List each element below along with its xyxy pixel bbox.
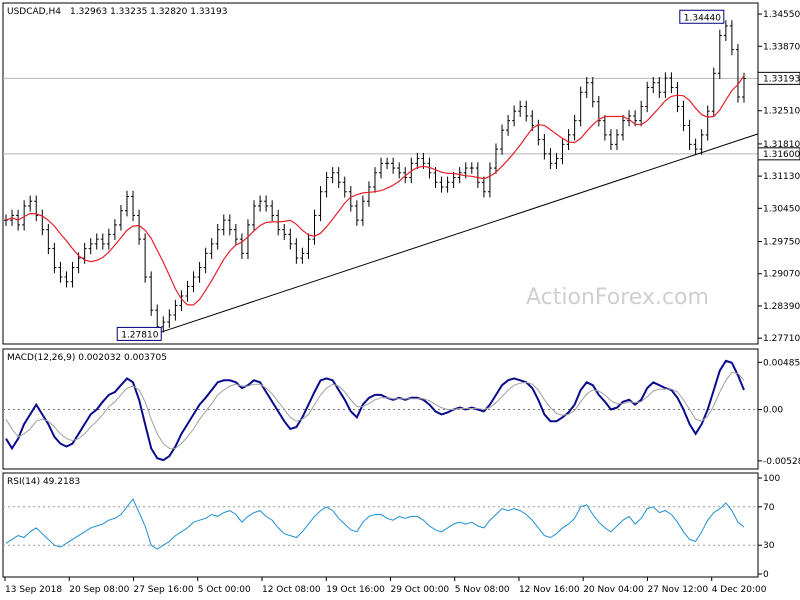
rsi-axis-label: 70 bbox=[763, 503, 775, 513]
trendline bbox=[157, 133, 759, 334]
rsi-axis-label: 0 bbox=[763, 570, 769, 580]
x-axis-label: 27 Nov 12:00 bbox=[647, 585, 708, 595]
price-axis-label: 1.34550 bbox=[763, 10, 800, 20]
price-axis-label: 1.31600 bbox=[763, 150, 800, 160]
macd-header: MACD(12,26,9) 0.002032 0.003705 bbox=[7, 353, 167, 363]
price-axis-marker bbox=[757, 147, 800, 161]
x-axis-label: 12 Nov 16:00 bbox=[519, 585, 580, 595]
price-axis-label: 1.29750 bbox=[763, 237, 800, 247]
x-axis-label: 19 Oct 16:00 bbox=[326, 585, 385, 595]
price-axis-label: 1.31130 bbox=[763, 172, 800, 182]
rsi-axis-label: 30 bbox=[763, 541, 775, 551]
rsi-panel-frame bbox=[2, 472, 759, 578]
x-axis-label: 5 Oct 00:00 bbox=[198, 585, 251, 595]
macd-axis-label: 0.004853 bbox=[763, 358, 800, 368]
price-axis-label: 1.29070 bbox=[763, 270, 800, 280]
annotation-label: 1.27810 bbox=[121, 330, 158, 340]
macd-axis-label: -0.005284 bbox=[763, 457, 800, 467]
rsi-line bbox=[5, 498, 745, 550]
price-symbol: USDCAD,H4 bbox=[7, 7, 61, 17]
x-axis-label: 12 Oct 08:00 bbox=[262, 585, 321, 595]
price-axis-label: 1.30450 bbox=[763, 204, 800, 214]
rsi-axis-label: 100 bbox=[763, 474, 780, 484]
macd-axis-label: 0.00 bbox=[763, 406, 783, 416]
price-axis-label: 1.28390 bbox=[763, 302, 800, 312]
annotation-box bbox=[679, 9, 725, 24]
price-axis-label: 1.27710 bbox=[763, 334, 800, 344]
annotation-box bbox=[116, 326, 162, 341]
x-axis-label: 20 Sep 08:00 bbox=[69, 585, 129, 595]
annotation-label: 1.34440 bbox=[684, 13, 721, 23]
price-axis-label: 1.33193 bbox=[763, 74, 800, 84]
price-axis-label: 1.32510 bbox=[763, 107, 800, 117]
x-axis-label: 4 Dec 20:00 bbox=[712, 585, 767, 595]
price-ohlc: 1.32963 1.33235 1.32820 1.33193 bbox=[70, 7, 227, 17]
x-axis-label: 20 Nov 04:00 bbox=[583, 585, 644, 595]
x-axis-label: 13 Sep 2018 bbox=[5, 585, 62, 595]
price-axis-label: 1.33870 bbox=[763, 42, 800, 52]
price-axis-label: 1.31810 bbox=[763, 140, 800, 150]
moving-average-line bbox=[5, 75, 745, 306]
x-axis-label: 29 Oct 00:00 bbox=[390, 585, 449, 595]
rsi-header: RSI(14) 49.2183 bbox=[7, 477, 80, 487]
macd-signal-line bbox=[5, 371, 745, 449]
x-axis-label: 27 Sep 16:00 bbox=[133, 585, 193, 595]
x-axis-label: 5 Nov 08:00 bbox=[455, 585, 510, 595]
watermark: ActionForex.com bbox=[526, 285, 709, 310]
price-panel-frame bbox=[2, 2, 759, 345]
price-axis-marker bbox=[757, 71, 800, 85]
